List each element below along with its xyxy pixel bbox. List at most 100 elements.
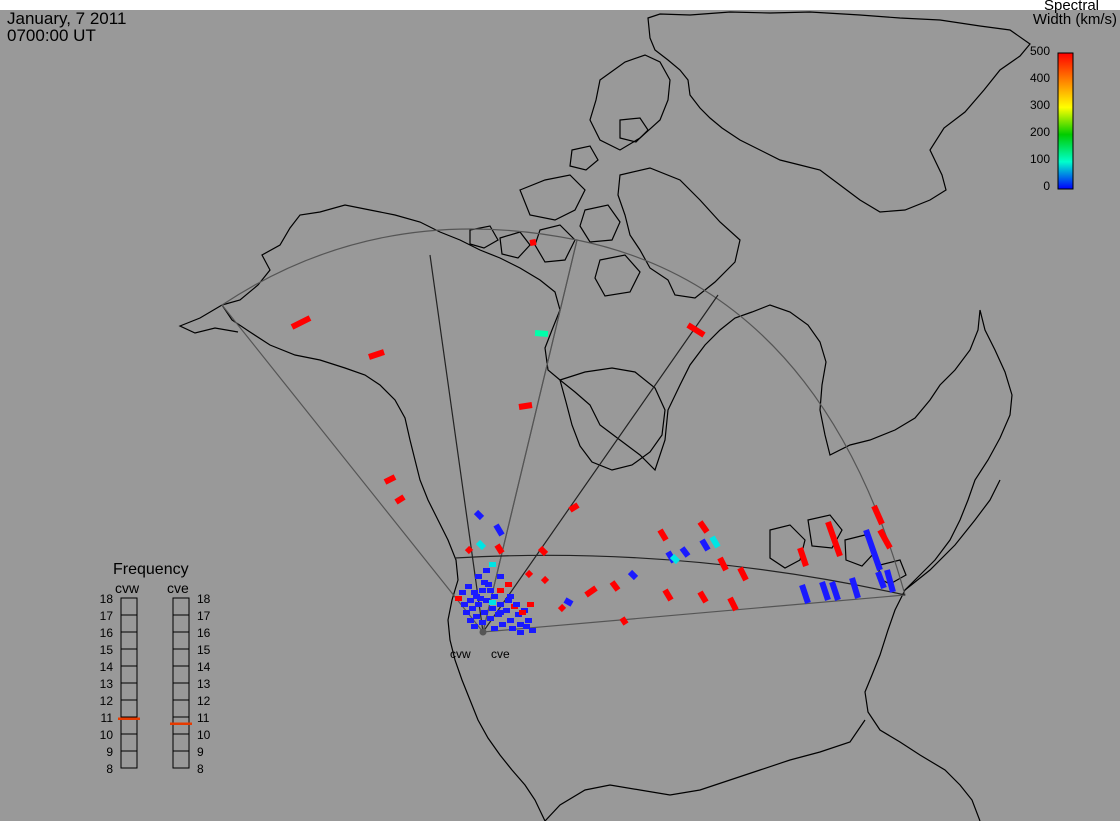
echo-cell	[483, 598, 490, 603]
echo-cell	[525, 618, 532, 623]
frequency-scale-label: 12	[197, 694, 211, 708]
colorbar-tick-300: 300	[1030, 98, 1050, 112]
frequency-scale-label: 12	[100, 694, 114, 708]
frequency-scale-label: 17	[197, 609, 211, 623]
echo-cell	[505, 582, 512, 587]
echo-cell	[491, 626, 498, 631]
echo-cell	[515, 612, 522, 617]
cvw-fov	[221, 228, 578, 634]
echo-cell	[467, 618, 474, 623]
echo-cell	[517, 630, 524, 635]
echo-cell	[697, 590, 709, 604]
echo-cell	[509, 626, 516, 631]
echo-cell	[467, 598, 474, 603]
echo-cell	[394, 494, 406, 505]
echo-cell	[697, 520, 710, 534]
colorbar	[1057, 52, 1074, 190]
frequency-scale-label: 16	[197, 626, 211, 640]
echo-cell	[473, 614, 480, 619]
echo-cell	[481, 610, 488, 615]
radar-echoes	[290, 239, 896, 635]
colorbar-tick-100: 100	[1030, 152, 1050, 166]
echo-cell	[534, 330, 549, 337]
echo-cell	[568, 502, 580, 513]
colorbar-tick-0: 0	[1043, 179, 1050, 193]
echo-cell	[465, 584, 472, 589]
echo-cell	[497, 588, 504, 593]
echo-cell	[491, 594, 498, 599]
echo-cell	[479, 588, 486, 593]
coastlines	[178, 11, 1031, 822]
echo-cell	[517, 622, 524, 627]
echo-cell	[686, 322, 706, 338]
echo-cell	[383, 474, 397, 485]
frequency-scale-label: 16	[100, 626, 114, 640]
fov-divider-left	[429, 254, 484, 633]
echo-cell	[884, 569, 896, 593]
echo-cell	[627, 569, 639, 581]
echo-cell	[477, 596, 484, 601]
echo-cell	[669, 553, 681, 565]
echo-cell	[507, 618, 514, 623]
echo-cell	[475, 602, 482, 607]
echo-cell	[871, 504, 885, 526]
colorbar-ticks: 500 400 300 200 100 0	[1030, 44, 1050, 193]
site-label-cve: cve	[491, 647, 510, 661]
frequency-scale-labels: 18 18 17 17 16 16 15 15 14 14 13 13 12 12 11 11 10 10 9 9 8 8	[100, 592, 211, 776]
echo-cell	[519, 610, 526, 615]
frequency-scale-label: 9	[106, 745, 113, 759]
echo-cell	[849, 577, 861, 599]
echo-cell	[797, 547, 809, 567]
colorbar-units: Width (km/s)	[1032, 11, 1117, 28]
echo-cell	[619, 616, 629, 626]
frequency-scale-label: 17	[100, 609, 114, 623]
echo-cell	[717, 556, 729, 572]
time-label: 0700:00 UT	[7, 26, 96, 45]
frequency-scale-label: 13	[100, 677, 114, 691]
echo-cell	[863, 529, 883, 571]
frequency-scale-label: 15	[100, 643, 114, 657]
echo-cell	[497, 610, 504, 615]
echo-cell	[459, 590, 466, 595]
echo-cell	[875, 570, 887, 590]
echo-cell	[290, 315, 312, 330]
echo-cell	[523, 624, 530, 629]
echo-cell	[699, 538, 711, 552]
colorbar-tick-200: 200	[1030, 125, 1050, 139]
echo-cell	[505, 598, 512, 603]
echo-cell	[563, 597, 574, 607]
echo-cell	[503, 608, 510, 613]
echo-cell	[368, 349, 385, 360]
echo-cell	[709, 535, 721, 549]
echo-cell	[463, 610, 470, 615]
echo-cell	[529, 628, 536, 633]
echo-cell	[819, 581, 831, 601]
frequency-scale-label: 18	[197, 592, 211, 606]
frequency-scale-label: 10	[197, 728, 211, 742]
echo-cell	[489, 606, 496, 611]
echo-cell	[471, 590, 478, 595]
colorbar-tick-400: 400	[1030, 71, 1050, 85]
echo-cell	[799, 584, 811, 604]
echo-cell	[489, 600, 496, 605]
echo-cell	[540, 575, 550, 585]
map-background	[0, 10, 1120, 821]
radar-fields-of-view	[221, 228, 906, 634]
echo-cell	[471, 624, 478, 629]
echo-cell	[487, 616, 494, 621]
frequency-scale-label: 11	[101, 711, 114, 725]
echo-cell	[475, 574, 482, 579]
cve-fov	[482, 239, 906, 633]
echo-cell	[825, 521, 843, 557]
echo-cell	[557, 603, 567, 613]
echo-cell	[524, 569, 534, 579]
north-america-coast	[221, 204, 1013, 822]
frequency-markers	[118, 717, 192, 726]
echo-cell	[527, 602, 534, 607]
echo-cell	[483, 568, 490, 573]
echo-cell	[518, 402, 533, 410]
frequency-scale-label: 14	[100, 660, 114, 674]
echo-cell	[487, 588, 494, 593]
west-coast	[221, 304, 546, 822]
